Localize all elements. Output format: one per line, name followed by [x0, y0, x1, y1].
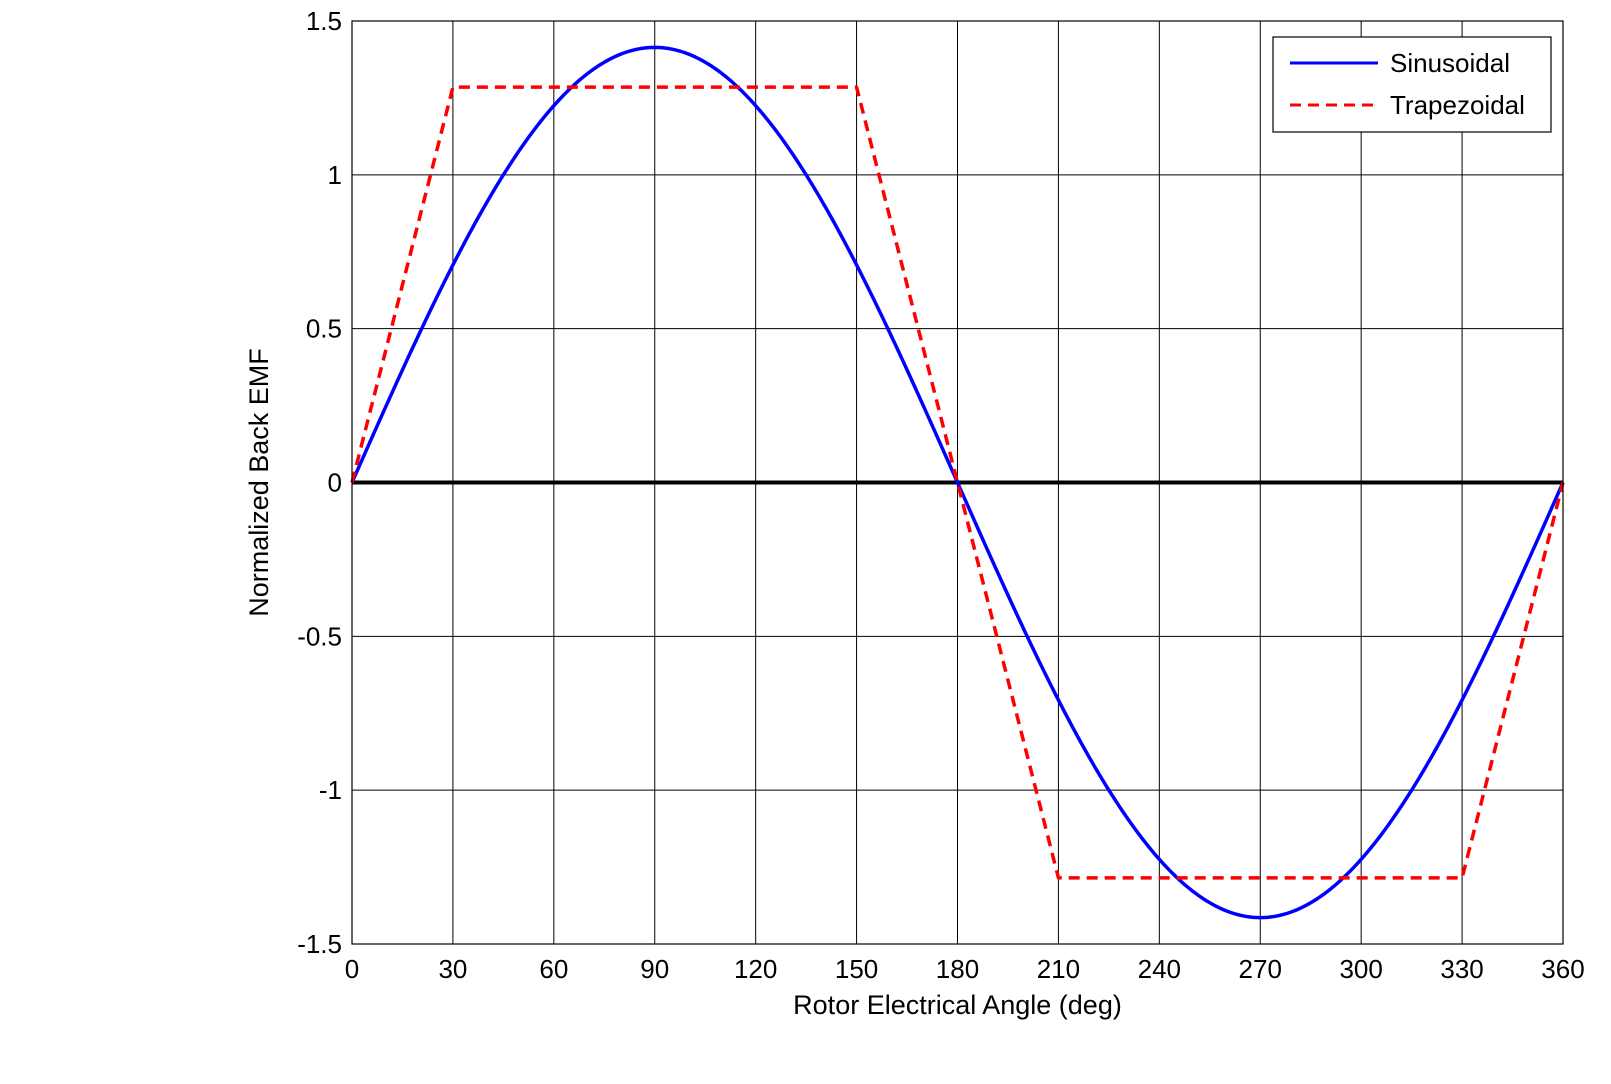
legend-label-sinusoidal: Sinusoidal: [1390, 48, 1510, 78]
legend-label-trapezoidal: Trapezoidal: [1390, 90, 1525, 120]
y-tick-label: 0: [328, 468, 342, 498]
tick-labels: 0 30 60 90 120 150 180 210 240 270 300 330 360 1.5 1 0.…: [297, 6, 1585, 984]
y-tick-label: -0.5: [297, 621, 342, 651]
x-tick-label: 300: [1339, 954, 1382, 984]
x-tick-label: 240: [1138, 954, 1181, 984]
legend: Sinusoidal Trapezoidal: [1272, 36, 1552, 133]
x-tick-label: 360: [1541, 954, 1584, 984]
y-tick-label: 0.5: [306, 314, 342, 344]
x-axis-label: Rotor Electrical Angle (deg): [793, 990, 1122, 1020]
x-tick-label: 150: [835, 954, 878, 984]
legend-box: [1272, 36, 1552, 133]
x-tick-label: 330: [1440, 954, 1483, 984]
x-tick-label: 120: [734, 954, 777, 984]
y-tick-label: -1.5: [297, 929, 342, 959]
series-layer: [350, 45, 1565, 920]
x-tick-label: 0: [345, 954, 359, 984]
x-tick-label: 210: [1037, 954, 1080, 984]
x-tick-label: 30: [438, 954, 467, 984]
plot-frame: [351, 20, 1564, 945]
y-axis-label: Normalized Back EMF: [244, 348, 274, 617]
y-tick-label: 1.5: [306, 6, 342, 36]
x-tick-label: 90: [640, 954, 669, 984]
x-tick-label: 60: [539, 954, 568, 984]
x-tick-label: 180: [936, 954, 979, 984]
y-tick-label: 1: [328, 160, 342, 190]
y-tick-label: -1: [319, 775, 342, 805]
series-line-sinusoidal: [350, 45, 1565, 920]
x-tick-label: 270: [1239, 954, 1282, 984]
